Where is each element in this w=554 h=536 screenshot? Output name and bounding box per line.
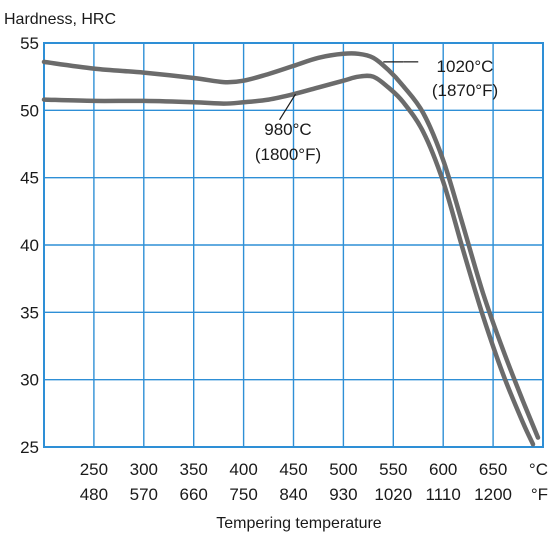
x-tick-label-c: 450 — [279, 460, 307, 479]
leader-980c — [279, 93, 297, 121]
grid — [44, 43, 543, 447]
series-line-980c — [41, 73, 536, 447]
plot-frame — [43, 42, 544, 448]
x-tick-label-c: 500 — [329, 460, 357, 479]
series-lines — [41, 51, 541, 447]
y-tick-label: 55 — [20, 34, 39, 53]
y-tick-labels: 25 30 35 40 45 50 55 — [20, 34, 39, 457]
x-tick-label-f: 930 — [329, 485, 357, 504]
y-tick-label: 30 — [20, 371, 39, 390]
x-tick-label-f: 840 — [279, 485, 307, 504]
annotations: 1020°C (1870°F) 980°C (1800°F) — [255, 57, 498, 164]
x-tick-label-c: 650 — [479, 460, 507, 479]
y-tick-label: 35 — [20, 303, 39, 322]
label-980c-line2: (1800°F) — [255, 145, 321, 164]
x-tick-label-f: 1200 — [474, 485, 512, 504]
y-tick-label: 50 — [20, 101, 39, 120]
y-tick-label: 45 — [20, 169, 39, 188]
series-line-1020c — [41, 51, 541, 440]
axis-labels: Hardness, HRC Tempering temperature — [4, 11, 382, 532]
x-tick-label-f: 1110 — [426, 485, 461, 504]
x-tick-label-c: 400 — [229, 460, 257, 479]
y-axis-label: Hardness, HRC — [4, 11, 116, 28]
x-tick-label-c: 550 — [379, 460, 407, 479]
x-tick-label-c: 350 — [180, 460, 208, 479]
label-1020c-line1: 1020°C — [437, 57, 494, 76]
plot-border — [43, 42, 544, 448]
x-axis-label: Tempering temperature — [216, 515, 382, 532]
x-unit-f: °F — [531, 485, 548, 504]
x-tick-label-f: 660 — [180, 485, 208, 504]
x-tick-label-f: 1020 — [374, 485, 412, 504]
x-tick-label-f: 750 — [229, 485, 257, 504]
x-tick-label-c: 250 — [80, 460, 108, 479]
x-tick-label-f: 570 — [130, 485, 158, 504]
x-unit-c: °C — [529, 460, 548, 479]
y-tick-label: 25 — [20, 438, 39, 457]
x-tick-label-c: 300 — [130, 460, 158, 479]
label-980c-line1: 980°C — [264, 120, 311, 139]
x-tick-label-c: 600 — [429, 460, 457, 479]
x-tick-labels: 250 480 300 570 350 660 400 750 450 840 500 930 550 1… — [80, 460, 548, 504]
x-tick-label-f: 480 — [80, 485, 108, 504]
label-1020c-line2: (1870°F) — [432, 81, 498, 100]
y-tick-label: 40 — [20, 236, 39, 255]
